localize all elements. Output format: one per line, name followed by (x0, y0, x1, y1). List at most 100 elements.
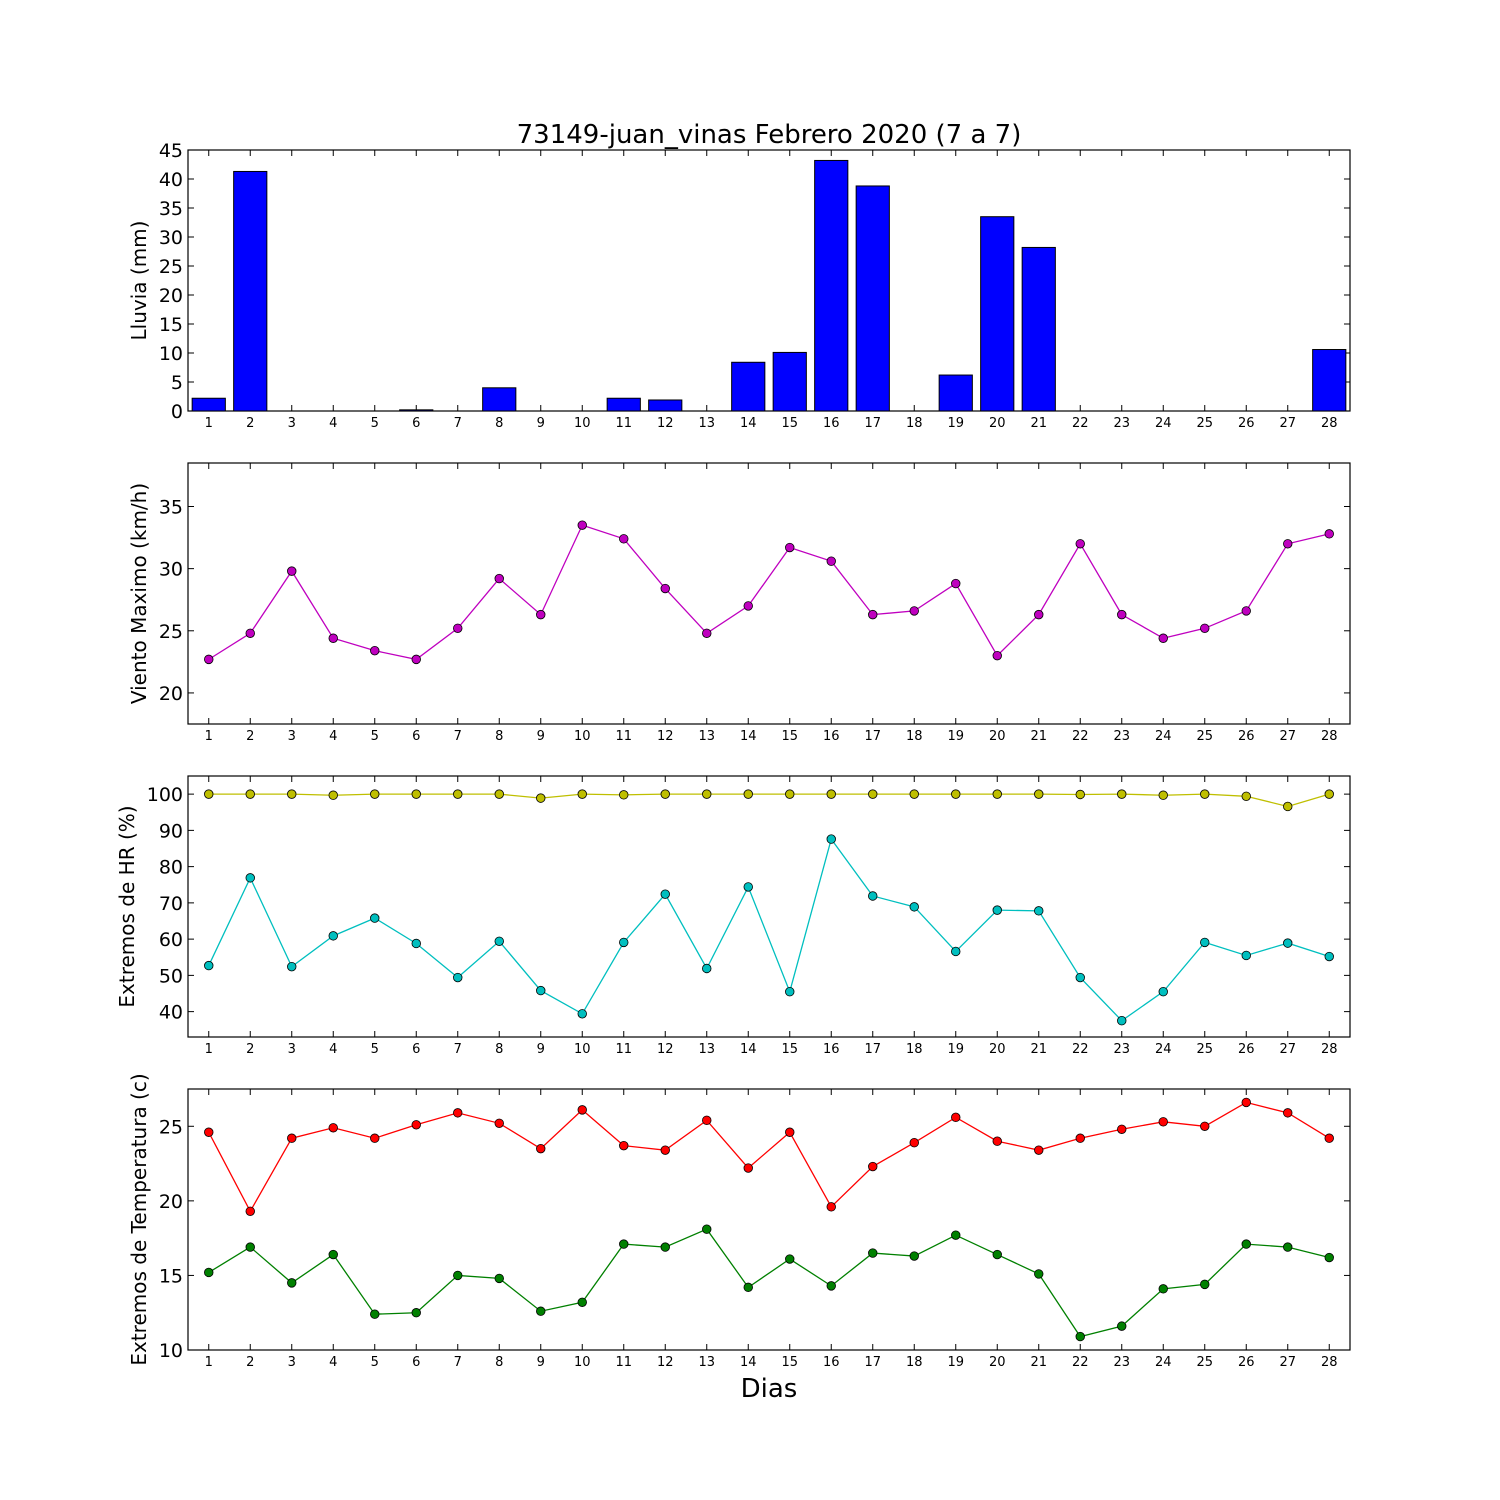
x-tick-label: 17 (864, 1042, 881, 1057)
data-point (577, 1297, 587, 1307)
data-point (1283, 801, 1293, 812)
data-point (411, 1120, 421, 1130)
x-tick-label: 5 (371, 416, 379, 431)
series-line (208, 793, 1330, 808)
x-tick-label: 21 (1030, 416, 1047, 431)
data-point (702, 628, 712, 638)
x-tick-label: 27 (1279, 1355, 1296, 1370)
data-point (992, 1249, 1002, 1260)
plot-frame (187, 1088, 1351, 1351)
bar (648, 399, 683, 412)
x-tick-label: 14 (740, 729, 757, 744)
y-tick-label: 80 (159, 857, 183, 879)
data-point (1117, 1124, 1127, 1134)
x-tick-label: 27 (1279, 416, 1296, 431)
data-point (577, 1105, 587, 1115)
data-point (992, 1136, 1002, 1146)
x-tick-label: 24 (1155, 1042, 1172, 1057)
data-point (287, 566, 297, 576)
x-tick-label: 9 (537, 1042, 545, 1057)
data-point (1117, 1015, 1127, 1026)
x-tick-label: 20 (989, 1042, 1006, 1057)
bar (938, 374, 973, 412)
data-point (951, 1112, 961, 1123)
data-point (204, 1267, 214, 1278)
data-point (536, 1143, 546, 1154)
y-tick-label: 35 (159, 497, 183, 519)
x-tick-label: 26 (1238, 1355, 1255, 1370)
x-tick-label: 27 (1279, 1042, 1296, 1057)
data-point (619, 790, 629, 800)
data-point (660, 789, 670, 799)
y-tick-label: 15 (159, 1265, 183, 1287)
data-point (909, 1251, 919, 1261)
data-point (1241, 950, 1251, 961)
x-tick-label: 1 (205, 1042, 213, 1057)
x-tick-label: 14 (740, 416, 757, 431)
x-tick-label: 5 (371, 729, 379, 744)
data-point (1324, 1252, 1334, 1263)
x-tick-label: 24 (1155, 416, 1172, 431)
y-tick-label: 70 (159, 893, 183, 915)
data-point (992, 789, 1002, 799)
data-point (1117, 1321, 1127, 1331)
y-tick-label: 10 (159, 343, 183, 365)
x-tick-label: 6 (412, 1355, 420, 1370)
x-tick-label: 15 (781, 1355, 798, 1370)
data-point (951, 1230, 961, 1240)
data-point (453, 623, 463, 634)
data-point (204, 1127, 214, 1137)
x-tick-label: 17 (864, 729, 881, 744)
x-tick-label: 22 (1072, 416, 1089, 431)
data-point (453, 1108, 463, 1118)
data-point (992, 905, 1002, 915)
x-tick-label: 9 (537, 416, 545, 431)
x-tick-label: 18 (906, 1042, 923, 1057)
data-point (370, 789, 380, 799)
data-point (660, 583, 670, 594)
x-tick-label: 18 (906, 1355, 923, 1370)
data-point (826, 789, 836, 799)
x-tick-label: 16 (823, 1355, 840, 1370)
data-point (411, 654, 421, 665)
data-point (494, 1273, 504, 1284)
x-tick-label: 9 (537, 1355, 545, 1370)
x-tick-label: 11 (615, 1355, 632, 1370)
x-tick-label: 26 (1238, 416, 1255, 431)
data-point (577, 520, 587, 530)
x-tick-label: 12 (657, 729, 674, 744)
x-tick-label: 16 (823, 729, 840, 744)
x-tick-label: 27 (1279, 729, 1296, 744)
data-point (660, 889, 670, 899)
y-axis-label: Viento Maximo (km/h) (127, 483, 151, 704)
data-point (743, 789, 753, 799)
data-point (1324, 789, 1334, 799)
x-tick-label: 20 (989, 1355, 1006, 1370)
data-point (1075, 539, 1085, 549)
y-tick-label: 25 (159, 256, 183, 278)
x-tick-label: 7 (454, 1042, 462, 1057)
data-point (951, 946, 961, 957)
data-point (328, 1249, 338, 1260)
y-axis-label: Lluvia (mm) (127, 221, 151, 341)
y-tick-label: 40 (159, 169, 183, 191)
data-point (370, 913, 380, 923)
x-tick-label: 3 (288, 1042, 296, 1057)
y-tick-label: 10 (159, 1340, 183, 1362)
data-point (1158, 1117, 1168, 1127)
data-point (204, 789, 214, 799)
data-point (1283, 1242, 1293, 1252)
x-tick-label: 15 (781, 416, 798, 431)
data-point (204, 654, 214, 665)
series-line (208, 837, 1330, 1022)
x-tick-label: 24 (1155, 729, 1172, 744)
x-tick-label: 10 (574, 729, 591, 744)
bar (980, 216, 1015, 412)
x-tick-label: 7 (454, 729, 462, 744)
y-tick-label: 20 (159, 1191, 183, 1213)
data-point (868, 1248, 878, 1258)
data-point (411, 1308, 421, 1318)
data-point (868, 891, 878, 901)
